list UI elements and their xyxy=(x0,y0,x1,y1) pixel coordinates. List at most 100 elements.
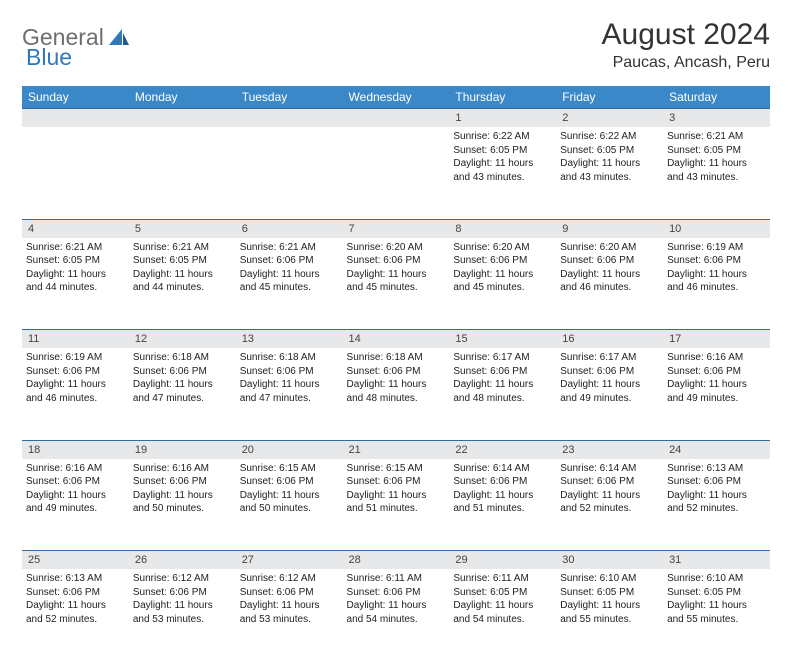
day-content: Sunrise: 6:20 AMSunset: 6:06 PMDaylight:… xyxy=(453,238,552,295)
day-number-cell: 12 xyxy=(129,330,236,349)
sunset-text: Sunset: 6:06 PM xyxy=(453,365,552,379)
day-number: 23 xyxy=(556,441,663,459)
day-content: Sunrise: 6:16 AMSunset: 6:06 PMDaylight:… xyxy=(133,459,232,516)
logo-blue-wrap: Blue xyxy=(26,44,72,71)
day-number: 2 xyxy=(556,109,663,127)
day-number-cell: 13 xyxy=(236,330,343,349)
day-content: Sunrise: 6:15 AMSunset: 6:06 PMDaylight:… xyxy=(240,459,339,516)
day-number-cell: 27 xyxy=(236,551,343,570)
day-cell: Sunrise: 6:21 AMSunset: 6:05 PMDaylight:… xyxy=(22,238,129,330)
header: General August 2024 Paucas, Ancash, Peru xyxy=(22,18,770,72)
day-number: 25 xyxy=(22,551,129,569)
day-number-cell: 2 xyxy=(556,109,663,128)
daylight1-text: Daylight: 11 hours xyxy=(560,489,659,503)
day-number: 16 xyxy=(556,330,663,348)
day-content: Sunrise: 6:11 AMSunset: 6:06 PMDaylight:… xyxy=(347,569,446,626)
weekday-header: Monday xyxy=(129,86,236,109)
sunset-text: Sunset: 6:06 PM xyxy=(240,475,339,489)
daylight1-text: Daylight: 11 hours xyxy=(560,268,659,282)
sunrise-text: Sunrise: 6:19 AM xyxy=(26,351,125,365)
day-cell: Sunrise: 6:18 AMSunset: 6:06 PMDaylight:… xyxy=(343,348,450,440)
day-cell: Sunrise: 6:12 AMSunset: 6:06 PMDaylight:… xyxy=(236,569,343,661)
day-number: 27 xyxy=(236,551,343,569)
sunset-text: Sunset: 6:06 PM xyxy=(347,365,446,379)
day-cell: Sunrise: 6:19 AMSunset: 6:06 PMDaylight:… xyxy=(663,238,770,330)
day-number: 26 xyxy=(129,551,236,569)
day-number-cell: 10 xyxy=(663,219,770,238)
month-title: August 2024 xyxy=(602,18,770,52)
sunrise-text: Sunrise: 6:12 AM xyxy=(133,572,232,586)
sunset-text: Sunset: 6:06 PM xyxy=(133,586,232,600)
daylight1-text: Daylight: 11 hours xyxy=(240,489,339,503)
day-cell: Sunrise: 6:11 AMSunset: 6:06 PMDaylight:… xyxy=(343,569,450,661)
sunrise-text: Sunrise: 6:22 AM xyxy=(560,130,659,144)
sunrise-text: Sunrise: 6:18 AM xyxy=(240,351,339,365)
sunrise-text: Sunrise: 6:15 AM xyxy=(347,462,446,476)
day-content: Sunrise: 6:20 AMSunset: 6:06 PMDaylight:… xyxy=(560,238,659,295)
day-content xyxy=(347,127,446,130)
day-number-cell: 16 xyxy=(556,330,663,349)
daylight2-text: and 50 minutes. xyxy=(133,502,232,516)
calendar-table: Sunday Monday Tuesday Wednesday Thursday… xyxy=(22,86,770,661)
day-content: Sunrise: 6:21 AMSunset: 6:05 PMDaylight:… xyxy=(667,127,766,184)
day-cell: Sunrise: 6:16 AMSunset: 6:06 PMDaylight:… xyxy=(663,348,770,440)
daylight2-text: and 54 minutes. xyxy=(453,613,552,627)
day-cell: Sunrise: 6:10 AMSunset: 6:05 PMDaylight:… xyxy=(556,569,663,661)
day-cell: Sunrise: 6:16 AMSunset: 6:06 PMDaylight:… xyxy=(129,459,236,551)
day-number: 20 xyxy=(236,441,343,459)
daylight1-text: Daylight: 11 hours xyxy=(347,268,446,282)
day-number-cell: 29 xyxy=(449,551,556,570)
daylight1-text: Daylight: 11 hours xyxy=(26,599,125,613)
weekday-header: Sunday xyxy=(22,86,129,109)
day-content: Sunrise: 6:19 AMSunset: 6:06 PMDaylight:… xyxy=(26,348,125,405)
daylight2-text: and 47 minutes. xyxy=(133,392,232,406)
sunrise-text: Sunrise: 6:21 AM xyxy=(133,241,232,255)
daylight2-text: and 47 minutes. xyxy=(240,392,339,406)
day-number-cell: 21 xyxy=(343,440,450,459)
daylight2-text: and 55 minutes. xyxy=(560,613,659,627)
sunset-text: Sunset: 6:05 PM xyxy=(667,144,766,158)
weekday-header-row: Sunday Monday Tuesday Wednesday Thursday… xyxy=(22,86,770,109)
day-cell: Sunrise: 6:21 AMSunset: 6:05 PMDaylight:… xyxy=(663,127,770,219)
daylight1-text: Daylight: 11 hours xyxy=(667,599,766,613)
daylight1-text: Daylight: 11 hours xyxy=(26,378,125,392)
day-cell: Sunrise: 6:20 AMSunset: 6:06 PMDaylight:… xyxy=(343,238,450,330)
sunrise-text: Sunrise: 6:13 AM xyxy=(26,572,125,586)
day-content: Sunrise: 6:18 AMSunset: 6:06 PMDaylight:… xyxy=(347,348,446,405)
daylight1-text: Daylight: 11 hours xyxy=(133,599,232,613)
daylight1-text: Daylight: 11 hours xyxy=(453,268,552,282)
day-number-cell: 31 xyxy=(663,551,770,570)
daylight2-text: and 46 minutes. xyxy=(26,392,125,406)
sunrise-text: Sunrise: 6:16 AM xyxy=(26,462,125,476)
sunrise-text: Sunrise: 6:19 AM xyxy=(667,241,766,255)
day-number: 31 xyxy=(663,551,770,569)
day-content: Sunrise: 6:10 AMSunset: 6:05 PMDaylight:… xyxy=(560,569,659,626)
day-content: Sunrise: 6:13 AMSunset: 6:06 PMDaylight:… xyxy=(26,569,125,626)
day-content: Sunrise: 6:12 AMSunset: 6:06 PMDaylight:… xyxy=(240,569,339,626)
day-cell xyxy=(22,127,129,219)
daylight1-text: Daylight: 11 hours xyxy=(560,378,659,392)
sunrise-text: Sunrise: 6:18 AM xyxy=(347,351,446,365)
daylight2-text: and 53 minutes. xyxy=(240,613,339,627)
daylight1-text: Daylight: 11 hours xyxy=(240,268,339,282)
daylight2-text: and 48 minutes. xyxy=(347,392,446,406)
daylight2-text: and 51 minutes. xyxy=(347,502,446,516)
day-cell: Sunrise: 6:11 AMSunset: 6:05 PMDaylight:… xyxy=(449,569,556,661)
day-content: Sunrise: 6:19 AMSunset: 6:06 PMDaylight:… xyxy=(667,238,766,295)
daylight2-text: and 53 minutes. xyxy=(133,613,232,627)
daylight2-text: and 49 minutes. xyxy=(560,392,659,406)
sunset-text: Sunset: 6:06 PM xyxy=(667,365,766,379)
day-number-cell: 30 xyxy=(556,551,663,570)
daylight2-text: and 49 minutes. xyxy=(667,392,766,406)
day-content: Sunrise: 6:21 AMSunset: 6:05 PMDaylight:… xyxy=(26,238,125,295)
sunset-text: Sunset: 6:06 PM xyxy=(240,586,339,600)
day-cell: Sunrise: 6:18 AMSunset: 6:06 PMDaylight:… xyxy=(236,348,343,440)
sunrise-text: Sunrise: 6:13 AM xyxy=(667,462,766,476)
day-number-cell: 3 xyxy=(663,109,770,128)
daylight1-text: Daylight: 11 hours xyxy=(26,489,125,503)
weekday-header: Saturday xyxy=(663,86,770,109)
sunset-text: Sunset: 6:06 PM xyxy=(133,475,232,489)
daylight1-text: Daylight: 11 hours xyxy=(560,599,659,613)
day-content: Sunrise: 6:11 AMSunset: 6:05 PMDaylight:… xyxy=(453,569,552,626)
day-number xyxy=(343,109,450,127)
